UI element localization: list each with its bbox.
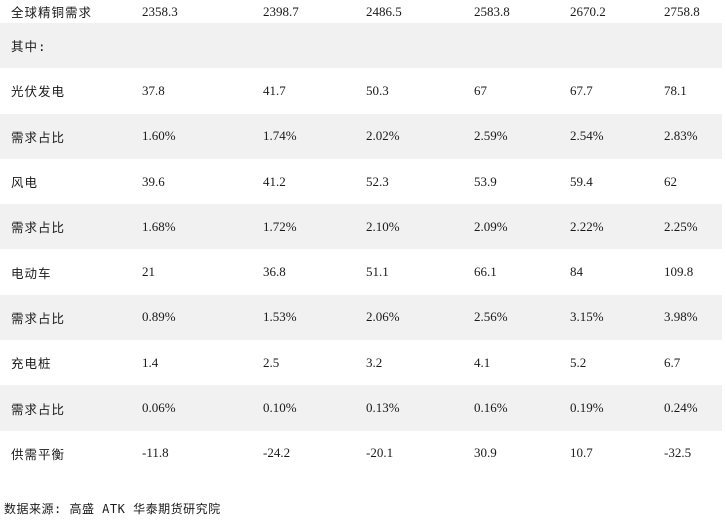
- table-cell: 2.09%: [474, 218, 508, 234]
- table-cell: 0.13%: [366, 400, 400, 416]
- row-label: 需求占比: [11, 129, 66, 145]
- table-cell: 2486.5: [366, 3, 402, 19]
- table-cell: 2358.3: [142, 3, 178, 19]
- row-label: 供需平衡: [11, 446, 66, 462]
- table-cell: 1.60%: [142, 128, 176, 144]
- table-cell: 62: [664, 173, 677, 189]
- row-label: 全球精铜需求: [11, 5, 93, 20]
- table-cell: 2.59%: [474, 128, 508, 144]
- table-cell: 30.9: [474, 445, 497, 461]
- table-cell: 5.2: [570, 354, 587, 370]
- table-cell: 1.4: [142, 354, 159, 370]
- table-cell: 41.7: [263, 82, 286, 98]
- table-cell: 2.56%: [474, 309, 508, 325]
- row-label: 需求占比: [11, 220, 66, 236]
- table-cell: 67: [474, 82, 487, 98]
- table-cell: 2670.2: [570, 3, 606, 19]
- table-cell: 1.53%: [263, 309, 297, 325]
- table-cell: 3.2: [366, 354, 383, 370]
- table-cell: 1.68%: [142, 218, 176, 234]
- table-cell: 2.10%: [366, 218, 400, 234]
- table-cell: 2.5: [263, 354, 280, 370]
- table-cell: 109.8: [664, 264, 694, 280]
- table-row: 光伏发电 37.8 41.7 50.3 67 67.7 78.1: [0, 68, 722, 113]
- row-label: 充电桩: [11, 356, 52, 372]
- row-label: 风电: [11, 175, 39, 191]
- table-cell: 2.54%: [570, 128, 604, 144]
- table-cell: 2.06%: [366, 309, 400, 325]
- table-row: 全球精铜需求 2358.3 2398.7 2486.5 2583.8 2670.…: [0, 0, 722, 23]
- table-cell: 41.2: [263, 173, 286, 189]
- table-cell: 0.16%: [474, 400, 508, 416]
- table-row: 需求占比 0.06% 0.10% 0.13% 0.16% 0.19% 0.24%: [0, 385, 722, 431]
- table-cell: 51.1: [366, 264, 389, 280]
- table-cell: 0.06%: [142, 400, 176, 416]
- table-cell: 3.15%: [570, 309, 604, 325]
- table-cell: 53.9: [474, 173, 497, 189]
- table-cell: 37.8: [142, 82, 165, 98]
- table-row: 需求占比 1.60% 1.74% 2.02% 2.59% 2.54% 2.83%: [0, 113, 722, 159]
- row-label: 需求占比: [11, 310, 66, 326]
- table-cell: 59.4: [570, 173, 593, 189]
- table-cell: -11.8: [142, 445, 169, 461]
- table-cell: -32.5: [664, 445, 692, 461]
- table-cell: 36.8: [263, 264, 286, 280]
- table-cell: 2.02%: [366, 128, 400, 144]
- table-row: 供需平衡 -11.8 -24.2 -20.1 30.9 10.7 -32.5: [0, 431, 722, 476]
- table-cell: 2.25%: [664, 218, 698, 234]
- row-label: 光伏发电: [11, 84, 66, 100]
- table-cell: 0.19%: [570, 400, 604, 416]
- table-row: 需求占比 0.89% 1.53% 2.06% 2.56% 3.15% 3.98%: [0, 294, 722, 341]
- table-cell: 6.7: [664, 354, 681, 370]
- table-cell: 78.1: [664, 82, 687, 98]
- row-label: 需求占比: [11, 401, 66, 417]
- table-row: 电动车 21 36.8 51.1 66.1 84 109.8: [0, 249, 722, 294]
- table-cell: 39.6: [142, 173, 165, 189]
- row-label: 其中:: [11, 39, 47, 55]
- table-row: 需求占比 1.68% 1.72% 2.10% 2.09% 2.22% 2.25%: [0, 204, 722, 250]
- table-cell: 67.7: [570, 82, 593, 98]
- table-row: 充电桩 1.4 2.5 3.2 4.1 5.2 6.7: [0, 340, 722, 385]
- table-cell: 2758.8: [664, 3, 700, 19]
- table-cell: 52.3: [366, 173, 389, 189]
- table-cell: -20.1: [366, 445, 394, 461]
- table-cell: 10.7: [570, 445, 593, 461]
- table-cell: 21: [142, 264, 155, 280]
- table-cell: 0.10%: [263, 400, 297, 416]
- table-cell: 4.1: [474, 354, 491, 370]
- source-note: 数据来源: 高盛 ATK 华泰期货研究院: [4, 502, 221, 516]
- table-cell: 3.98%: [664, 309, 698, 325]
- table-cell: 2398.7: [263, 3, 299, 19]
- table-cell: 84: [570, 264, 583, 280]
- table-row: 风电 39.6 41.2 52.3 53.9 59.4 62: [0, 159, 722, 204]
- table-cell: 0.89%: [142, 309, 176, 325]
- table-cell: -24.2: [263, 445, 291, 461]
- table-row: 其中:: [0, 23, 722, 69]
- table-cell: 50.3: [366, 82, 389, 98]
- table-cell: 2.83%: [664, 128, 698, 144]
- table-cell: 0.24%: [664, 400, 698, 416]
- table-cell: 66.1: [474, 264, 497, 280]
- table-cell: 1.72%: [263, 218, 297, 234]
- table-cell: 2.22%: [570, 218, 604, 234]
- data-table: 全球精铜需求 2358.3 2398.7 2486.5 2583.8 2670.…: [0, 0, 722, 476]
- row-label: 电动车: [11, 265, 52, 281]
- table-cell: 1.74%: [263, 128, 297, 144]
- table-cell: 2583.8: [474, 3, 510, 19]
